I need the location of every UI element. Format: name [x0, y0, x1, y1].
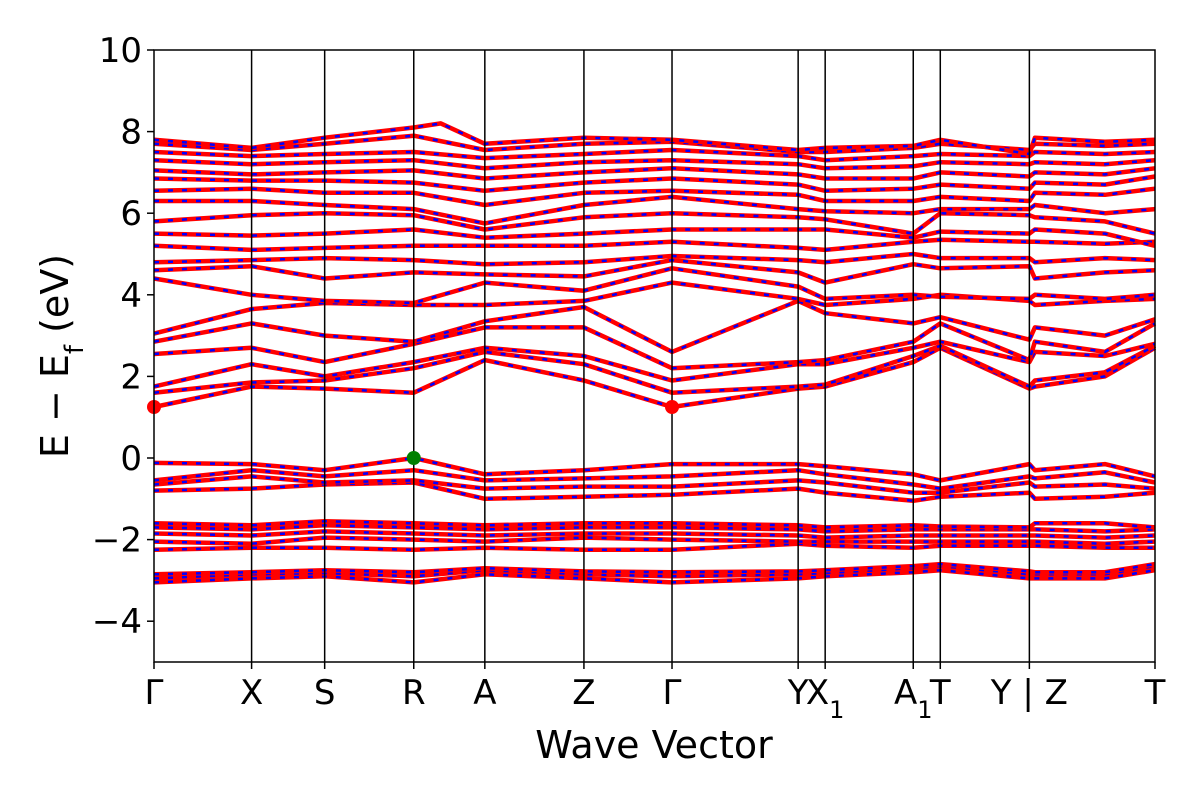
x-tick-label: A1	[894, 673, 933, 724]
band-22-spin-up	[153, 237, 1156, 253]
band-14-spin-up	[153, 343, 1157, 395]
x-tick-label: X1	[806, 673, 845, 724]
y-tick-label: 2	[120, 357, 142, 397]
x-tick-label: A	[473, 673, 496, 713]
band-18-spin-up	[153, 280, 1156, 336]
band-32-spin-up	[153, 121, 1156, 157]
y-tick-label: 0	[120, 439, 142, 479]
x-tick-label: T	[929, 673, 951, 713]
x-tick-label: Γ	[663, 673, 682, 713]
y-axis-title-suffix: (eV)	[33, 254, 77, 345]
y-tick-label: 10	[99, 31, 142, 71]
band-27-spin-up	[153, 174, 1156, 194]
y-axis-title-subscript: f	[60, 344, 90, 354]
cbm-marker-2	[665, 400, 680, 414]
y-tick-label: 4	[120, 276, 142, 316]
x-tick-label: S	[314, 673, 336, 713]
plot-frame	[153, 49, 1156, 663]
bands-group	[153, 121, 1157, 585]
y-tick-label: −4	[92, 602, 142, 642]
band-5-spin-up	[153, 535, 1156, 546]
x-tick-label: T	[1144, 673, 1166, 713]
kpoint-divider-lines	[250, 50, 1031, 662]
y-axis-title: E − Ef (eV)	[33, 254, 90, 458]
vbm-marker	[406, 451, 421, 465]
x-tick-label: R	[402, 673, 426, 713]
band-18-spin-down	[153, 281, 1156, 335]
x-tick-label: Γ	[145, 673, 164, 713]
band-6-spin-up	[153, 529, 1156, 540]
y-tick-label: 6	[120, 194, 142, 234]
extremum-markers	[147, 400, 680, 465]
band-4-spin-up	[153, 541, 1155, 553]
x-axis-title: Wave Vector	[535, 723, 773, 767]
x-tick-label: Y	[787, 673, 809, 713]
band-17-spin-up	[153, 298, 1156, 355]
y-tick-label: 8	[120, 113, 142, 153]
x-tick-label: Y | Z	[990, 673, 1068, 713]
y-axis-ticks: −4 −2 0 2 4 6 8 10	[92, 31, 154, 642]
band-28-spin-up	[153, 166, 1156, 181]
y-tick-label: −2	[92, 521, 142, 561]
y-axis-title-prefix: E − E	[33, 354, 77, 458]
x-tick-label: Z	[572, 673, 595, 713]
x-tick-label: X	[240, 673, 263, 713]
